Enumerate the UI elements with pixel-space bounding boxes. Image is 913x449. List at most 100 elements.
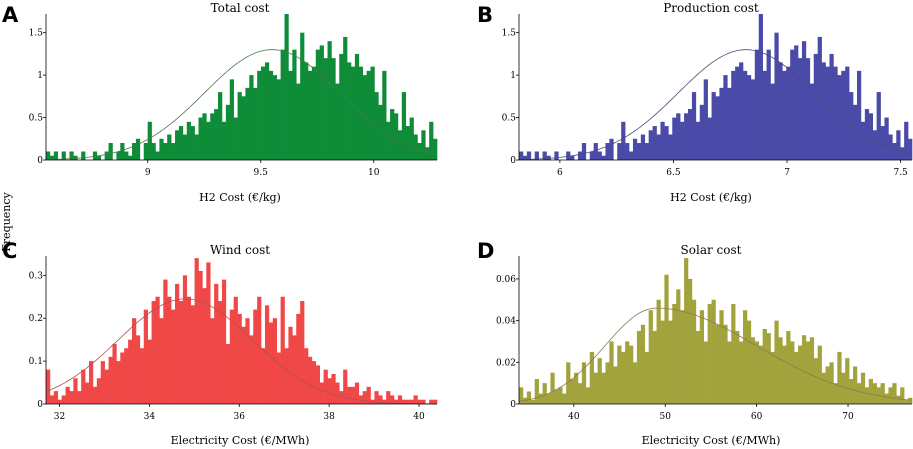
- panel-d-bar: [801, 335, 807, 404]
- panel-a-bar: [307, 70, 313, 160]
- panel-b-bar: [656, 134, 661, 160]
- panel-a-bar: [135, 138, 141, 160]
- panel-a-xlabel: H2 Cost (€/kg): [199, 191, 281, 204]
- panel-d-bar: [884, 393, 889, 404]
- panel-b-bar: [691, 92, 697, 160]
- panel-a-bar: [151, 143, 156, 160]
- panel-d-bar: [562, 393, 567, 404]
- panel-d-bar: [904, 399, 909, 404]
- panel-d-bar: [723, 324, 728, 404]
- panel-b-xtick-label: 6.5: [666, 168, 681, 178]
- panel-b-xtick-label: 6: [557, 168, 563, 178]
- panel-b-bar: [680, 121, 685, 160]
- panel-d-bar: [754, 341, 760, 404]
- panel-c-bar: [401, 399, 407, 404]
- figure-ylabel: Frequency: [0, 191, 13, 251]
- panel-c-title: Wind cost: [210, 243, 270, 257]
- panel-c-bar: [350, 386, 356, 404]
- panel-a-bar: [366, 70, 371, 160]
- panel-c-bar: [139, 348, 145, 404]
- panel-c-bar: [304, 348, 309, 404]
- panel-b-bar: [676, 113, 681, 160]
- panel-a-ytick-label: 0.5: [29, 114, 44, 124]
- panel-a-bar: [104, 151, 109, 160]
- panel-a-bar: [221, 121, 227, 160]
- panel-a-bar: [288, 70, 293, 160]
- panel-c-bar: [143, 309, 148, 404]
- panel-a-bar: [245, 87, 250, 160]
- panel-c-bar: [116, 361, 121, 404]
- panel-a-bar: [335, 83, 340, 160]
- panel-b-title: Production cost: [663, 1, 759, 15]
- panel-c-bar: [382, 399, 387, 404]
- panel-d-bar: [853, 366, 858, 404]
- panel-d-bar: [605, 362, 610, 404]
- panel-d-bar: [770, 351, 775, 404]
- panel-c-bar: [92, 386, 98, 404]
- panel-a-bar: [229, 79, 234, 160]
- panel-c-bar: [354, 382, 360, 404]
- panel-b-bar: [570, 155, 575, 160]
- panel-c-bar: [327, 378, 332, 404]
- panel-c-bar: [194, 258, 199, 404]
- panel-b-bar: [664, 126, 669, 160]
- panel-d-bar: [774, 320, 779, 404]
- panel-a-bar: [73, 155, 78, 160]
- panel-a-bar: [92, 151, 98, 160]
- panel-c-bar: [292, 335, 297, 404]
- panel-c-bar: [132, 318, 137, 404]
- panel-a-bar: [319, 45, 324, 160]
- panel-c-bar: [190, 305, 195, 404]
- panel-c-bar: [85, 382, 90, 404]
- panel-d-bar: [522, 397, 528, 404]
- panel-b-ytick-label: 1: [510, 71, 516, 81]
- panel-a-bar: [206, 121, 211, 160]
- panel-b-bar: [860, 121, 866, 160]
- panel-b-bar: [534, 151, 539, 160]
- panel-d-bar: [566, 362, 571, 404]
- panel-a-bar: [194, 134, 199, 160]
- panel-d-bar: [809, 337, 815, 404]
- panel-d-bar: [664, 274, 669, 404]
- panel-c-bar: [358, 395, 364, 404]
- panel-d-bar: [900, 387, 905, 404]
- panel-c-bar: [135, 335, 141, 404]
- panel-c-bar: [386, 391, 391, 404]
- panel-d-bar: [558, 387, 563, 404]
- panel-c-bar: [65, 386, 70, 404]
- panel-b-bar: [597, 151, 602, 160]
- panel-a-bar: [253, 87, 258, 160]
- panel-b-bar: [636, 143, 642, 160]
- panel-d-bar: [597, 358, 602, 404]
- panel-b-bar: [723, 75, 728, 160]
- panel-d-bar: [687, 278, 693, 404]
- panel-c-bar: [397, 395, 403, 404]
- panel-c-bar: [241, 326, 246, 404]
- panel-a-bar: [257, 70, 262, 160]
- panel-d-bar: [794, 351, 799, 404]
- panel-b-bar: [589, 151, 594, 160]
- panel-c-ytick-label: 0.1: [29, 357, 43, 367]
- panel-c-bar: [69, 391, 74, 404]
- panel-d-ytick-label: 0.04: [496, 317, 516, 327]
- panel-a-bar: [292, 49, 297, 160]
- panel-c-bar: [233, 296, 238, 404]
- panel-d-bar: [837, 351, 842, 404]
- panel-a-bar: [315, 49, 320, 160]
- panel-a-bar: [382, 70, 387, 160]
- panel-b-bar: [786, 66, 791, 160]
- panel-b-bar: [719, 87, 724, 160]
- panel-b-bar: [904, 121, 909, 160]
- panel-d-bar: [868, 378, 873, 404]
- panel-d-bar: [636, 331, 642, 404]
- panel-d-bar: [644, 351, 649, 404]
- panel-b-bar: [798, 58, 803, 160]
- panel-d-bar: [574, 372, 579, 404]
- panel-b-bar: [668, 134, 673, 160]
- panel-c-bar: [218, 301, 223, 404]
- panel-b-bar: [577, 151, 583, 160]
- panel-c-bar: [319, 382, 324, 404]
- panel-c-bar: [104, 369, 109, 404]
- panel-c-bar: [268, 322, 274, 404]
- panel-d: D Solar cost 40 50 60 70 0 0.02 0.04 0.06 Elect…: [477, 239, 913, 447]
